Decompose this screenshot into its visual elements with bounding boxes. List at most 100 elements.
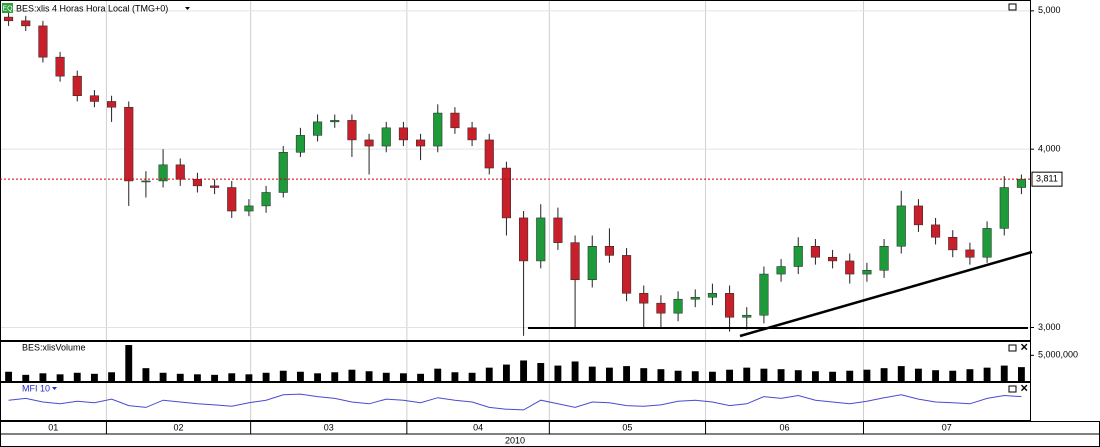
candle-body (1016, 178, 1026, 188)
candle-body (347, 120, 357, 141)
chart-title[interactable]: BES:xlis 4 Horas Hora Local (TMG+0) (16, 3, 168, 13)
volume-title: BES:xlisVolume (22, 342, 86, 352)
candle-body (845, 260, 855, 275)
candle-body (982, 228, 992, 258)
mfi-title[interactable]: MFI 10 (22, 383, 50, 393)
volume-bar (262, 372, 270, 381)
volume-bar (176, 373, 184, 381)
maximize-button[interactable] (1008, 385, 1017, 393)
volume-bar (949, 370, 957, 381)
volume-bar (520, 360, 528, 381)
candle-body (622, 255, 632, 294)
volume-bar (382, 372, 390, 381)
candle-body (244, 205, 254, 212)
candle-body (639, 293, 649, 304)
maximize-button[interactable] (1008, 3, 1017, 11)
maximize-button[interactable] (1008, 344, 1017, 352)
y-tick-label: 4,000 (1038, 144, 1061, 154)
candle-body (141, 180, 151, 183)
volume-bar (983, 367, 991, 381)
candle-body (192, 179, 202, 187)
candle-body (124, 106, 134, 182)
last-price-label: 3,811 (1036, 174, 1058, 184)
title-dropdown[interactable] (185, 7, 190, 10)
volume-bar (674, 370, 682, 381)
candle-body (450, 112, 460, 129)
candle-body (896, 205, 906, 247)
volume-bar (829, 371, 837, 381)
volume-bar (846, 370, 854, 381)
volume-bar (56, 374, 64, 381)
volume-bar (296, 371, 304, 381)
volume-bar (159, 372, 167, 381)
candle-body (519, 217, 529, 262)
volume-bar (142, 368, 150, 381)
volume-bar (485, 367, 493, 381)
candle-body (553, 217, 563, 243)
candle-body (570, 242, 580, 281)
y-tick-label: 5,000,000 (1038, 350, 1078, 360)
volume-panel (0, 341, 1031, 382)
mfi-dropdown[interactable] (52, 387, 57, 390)
volume-bar (966, 369, 974, 381)
volume-bar (314, 373, 322, 381)
volume-bar (605, 367, 613, 381)
volume-bar (211, 374, 219, 381)
volume-bar (399, 373, 407, 381)
volume-bar (468, 372, 476, 381)
candle-body (467, 127, 477, 141)
close-button[interactable]: ✕ (1020, 343, 1028, 354)
mfi-panel (0, 382, 1031, 421)
volume-bar (897, 366, 905, 381)
volume-bar (623, 366, 631, 381)
candle-body (295, 135, 305, 153)
volume-bar (588, 366, 596, 381)
close-button[interactable]: ✕ (1020, 384, 1028, 395)
candle-body (313, 121, 323, 136)
candle-body (210, 185, 220, 188)
volume-bar (914, 368, 922, 381)
volume-bar (777, 369, 785, 381)
volume-bar (571, 361, 579, 381)
trend-line (739, 250, 1033, 338)
volume-bar (417, 373, 425, 381)
x-tick-label: 05 (622, 422, 632, 432)
candle-body (690, 296, 700, 300)
mfi-line (8, 393, 1022, 411)
candle-body (175, 164, 185, 180)
last-price-box (1031, 171, 1063, 187)
volume-bar (502, 364, 510, 381)
candle-body (4, 16, 14, 22)
candle-body (107, 101, 117, 108)
candle-body (862, 270, 872, 275)
x-tick-label: 01 (48, 422, 58, 432)
candle-body (261, 192, 271, 207)
candle-body (227, 187, 237, 212)
candle-body (330, 120, 340, 123)
candle-body (931, 224, 941, 238)
candle-body (673, 298, 683, 314)
candle-body (72, 75, 82, 96)
candle-body (398, 127, 408, 141)
volume-bar (125, 345, 133, 381)
volume-bar (228, 373, 236, 381)
candle-body (810, 246, 820, 258)
candle-body (55, 56, 65, 77)
y-tick-label: 5,000 (1038, 5, 1061, 15)
volume-bar (108, 372, 116, 381)
volume-bar (811, 371, 819, 381)
volume-bar (537, 363, 545, 381)
volume-bar (743, 367, 751, 381)
candle-body (416, 139, 426, 147)
volume-bar (726, 369, 734, 381)
volume-bar (691, 371, 699, 381)
candle-body (587, 246, 597, 281)
volume-bar (245, 374, 253, 381)
plot: 01 02 03 04 05 06 07 2010 5,000 4,000 3,000 3,811 5,… (0, 5, 1078, 445)
candle-body (948, 237, 958, 251)
symbol-icon[interactable] (2, 3, 13, 13)
volume-bar (554, 365, 562, 381)
candle-body (725, 293, 735, 318)
volume-bar (365, 371, 373, 381)
